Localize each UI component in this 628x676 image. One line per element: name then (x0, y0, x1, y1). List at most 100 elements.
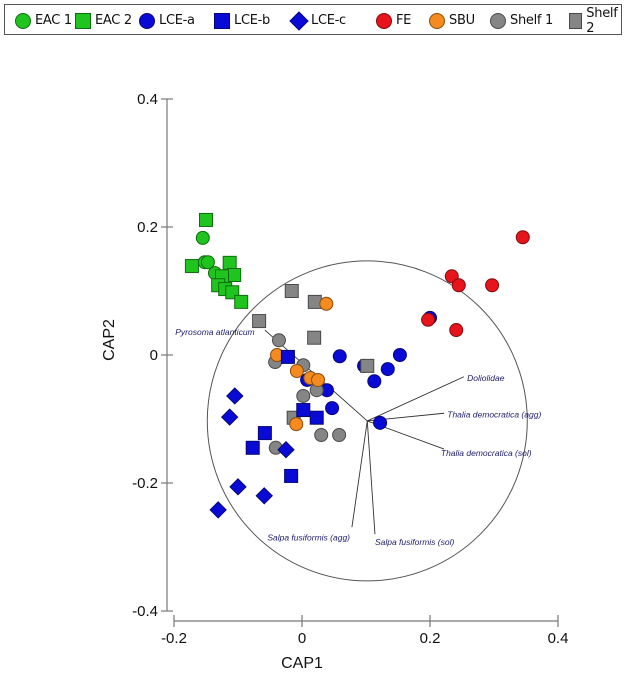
species-vector-line (366, 420, 376, 535)
square-marker-icon (569, 12, 583, 29)
diamond-point-icon (226, 387, 244, 405)
circle-point-icon (367, 374, 382, 389)
square-point-icon (199, 212, 213, 227)
correlation-circle-outline (206, 260, 528, 582)
y-tick-label: -0.4 (132, 603, 158, 620)
legend-label: Shelf 1 (510, 13, 553, 28)
y-tick-label: -0.2 (132, 475, 158, 492)
y-tick-label: 0.2 (137, 219, 158, 236)
correlation-circle (206, 260, 528, 582)
x-axis-title: CAP1 (281, 655, 323, 672)
series-sbu (270, 296, 334, 432)
x-tick-label: 0.4 (548, 630, 569, 647)
circle-point-icon (373, 415, 388, 430)
square-point-icon (360, 358, 375, 373)
species-vector-line (367, 376, 465, 422)
square-point-icon (227, 268, 242, 282)
square-point-icon (234, 294, 249, 309)
circle-marker-icon (139, 12, 155, 29)
series-eac-2 (184, 212, 249, 309)
square-point-icon (309, 410, 324, 425)
circle-marker-icon (15, 12, 31, 29)
x-tick-label: -0.2 (161, 630, 187, 647)
x-tick-label: 0.2 (420, 630, 441, 647)
x-tick-label: 0 (298, 630, 306, 647)
square-point-icon (245, 440, 260, 455)
circle-point-icon (195, 230, 210, 245)
legend-label: LCE-b (234, 13, 270, 28)
square-point-icon (257, 426, 272, 441)
square-marker-icon (214, 12, 230, 29)
species-vector-label: Salpa fusiformis (agg) (267, 532, 350, 542)
species-vector-label: Thalia democratica (sol) (441, 448, 532, 458)
square-marker-icon (75, 12, 91, 29)
square-point-icon (184, 259, 199, 274)
species-vector-line (351, 420, 368, 528)
legend-label: LCE-a (159, 13, 195, 28)
square-point-icon (284, 284, 299, 298)
series-lce-c (209, 387, 295, 519)
series-fe-overlap (421, 312, 436, 327)
species-vector-label: Pyrosoma atlanticum (175, 327, 254, 337)
circle-point-icon (380, 362, 395, 377)
diamond-point-icon (255, 487, 273, 505)
species-vectors: Pyrosoma atlanticum Doliolidae Thalia demo… (175, 327, 541, 547)
circle-point-icon (451, 278, 466, 293)
legend-item-eac-1: EAC 1 (15, 5, 72, 36)
circle-point-icon (296, 388, 311, 403)
circle-point-icon (289, 364, 304, 378)
y-tick-label: 0.4 (137, 91, 158, 108)
legend-label: FE (396, 13, 412, 28)
species-vector-label: Doliolidae (467, 373, 505, 383)
circle-marker-icon (490, 12, 506, 29)
circle-point-icon (319, 296, 334, 311)
series-fe (444, 230, 530, 338)
square-point-icon (284, 468, 299, 483)
legend-label: SBU (449, 13, 475, 28)
species-vector-label: Salpa fusiformis (sol) (375, 537, 455, 547)
series-lce-b (245, 349, 324, 483)
series-eac-1 (195, 230, 222, 281)
circle-point-icon (332, 428, 347, 442)
circle-point-icon (271, 333, 286, 348)
diamond-point-icon (277, 441, 295, 459)
legend-item-shelf-1: Shelf 1 (490, 5, 553, 36)
legend-item-shelf-2: Shelf 2 (569, 5, 621, 36)
circle-point-icon (449, 323, 464, 338)
square-point-icon (307, 294, 322, 309)
y-tick-label: 0 (150, 347, 158, 364)
data-points (184, 212, 530, 519)
legend-item-lce-c: LCE-c (289, 5, 346, 36)
circle-marker-icon (376, 12, 392, 29)
y-axis-title: CAP2 (101, 319, 118, 361)
square-point-icon (280, 349, 295, 364)
legend-item-eac-2: EAC 2 (75, 5, 132, 36)
circle-point-icon (314, 428, 329, 442)
square-point-icon (296, 403, 311, 418)
circle-point-icon (289, 417, 304, 432)
circle-point-icon (392, 348, 407, 362)
square-point-icon (252, 314, 267, 329)
circle-point-icon (421, 312, 436, 327)
circle-point-icon (485, 278, 500, 293)
legend-label: EAC 1 (35, 13, 72, 28)
chart-legend: EAC 1 EAC 2 LCE-a LCE-b LCE-c FE SBU Shelf 1 She… (4, 4, 622, 36)
square-point-icon (307, 330, 322, 345)
axes: 0.40.20-0.2-0.4-0.2 0 0.2 0.4 (132, 91, 568, 647)
square-point-icon (222, 255, 237, 270)
species-vector-label: Thalia democratica (agg) (447, 410, 541, 420)
diamond-point-icon (229, 478, 247, 496)
legend-item-sbu: SBU (429, 5, 475, 36)
diamond-point-icon (220, 408, 239, 426)
legend-item-fe: FE (376, 5, 411, 36)
diamond-point-icon (209, 501, 227, 519)
circle-point-icon (325, 401, 340, 416)
legend-label: Shelf 2 (586, 5, 618, 36)
circle-point-icon (200, 255, 215, 270)
legend-label: LCE-c (311, 13, 346, 28)
legend-label: EAC 2 (95, 13, 132, 28)
legend-item-lce-a: LCE-a (139, 5, 195, 36)
circle-marker-icon (429, 12, 445, 29)
circle-point-icon (515, 230, 530, 245)
